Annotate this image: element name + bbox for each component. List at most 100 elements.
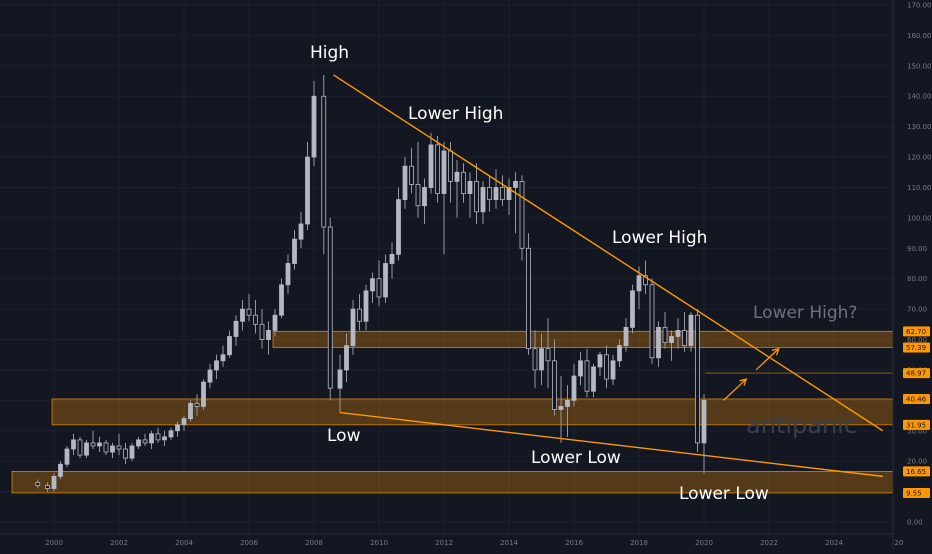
candle-body [467,180,473,194]
y-tick-label: 150.00 [907,62,932,70]
y-tick-label: 160.00 [907,32,932,40]
candle-body [51,475,57,489]
candle-body [480,187,486,213]
candle-body [123,448,128,459]
candle-body [90,442,96,447]
candle-body [110,445,115,453]
candle-body [565,399,570,407]
candle-body [597,354,603,368]
level-label-bg [903,419,930,430]
level-label-bg [903,393,930,404]
candle-body [396,199,401,255]
candle-body [428,144,434,188]
candle-body [97,442,102,447]
y-tick-label: 140.00 [907,93,932,101]
candle-body [45,485,50,489]
y-tick-label: 30.00 [907,427,927,435]
candle-body [253,314,258,325]
candle-body [298,223,304,240]
level-label: 40.46 [906,395,927,403]
level-label-bg [903,466,930,477]
arrow-shaft [755,348,780,371]
candle-body [701,399,707,444]
candle-body [441,150,447,194]
candle-body [129,445,135,459]
zone [272,330,894,348]
candle-body [584,360,590,392]
candle-body [474,180,479,213]
candle-body [337,369,343,389]
candle-body [266,330,271,340]
candle-body [35,482,41,486]
x-tick-label: 2010 [370,539,388,547]
annotation-lower-high-question: Lower High? [753,303,857,323]
candle-body [415,184,421,207]
candle-body [233,320,239,337]
level-label-bg [903,342,930,353]
candle-body [103,442,109,453]
candle-body [532,348,538,371]
y-tick-label: 70.00 [907,306,927,314]
level-label: 31.95 [906,421,926,429]
time-axis[interactable]: 2000 2002 2004 2006 2008 2010 2012 2014 2016 2018… [0,533,904,547]
arrow-head [771,347,780,356]
candle-body [571,375,577,401]
candle-body [688,314,694,347]
arrow-shaft [723,378,747,401]
candle-body [350,308,356,347]
y-tick-label: 120.00 [907,154,932,162]
candle-body [461,171,466,194]
candle-body [188,402,193,419]
y-tick-label: 20.00 [907,458,927,466]
trendline [333,74,884,432]
candle-body [292,238,297,264]
candle-body [321,95,327,228]
candle-body [610,360,616,380]
candle-body [58,463,63,477]
level-label-bg [903,326,930,337]
annotation-lower-high-1: Lower High [408,104,503,124]
candle-body [448,150,453,182]
price-axis[interactable]: 170.00 160.00 150.00 140.00 130.00 120.00 110.… [892,0,932,550]
candles [35,74,707,492]
level-label: 9.55 [906,489,922,497]
candle-body [604,354,609,380]
level-label: 48.97 [906,370,926,378]
candle-body [214,360,219,371]
price-level-labels: 62.70 57.39 48.97 40.46 31.95 16.65 9.55 [903,326,930,498]
x-tick-label: 2000 [45,539,63,547]
candle-body [305,156,310,225]
candle-body [454,171,460,182]
candle-body [116,445,122,450]
candle-body [422,187,427,207]
candle-body [539,348,544,371]
x-tick-label: 2014 [500,539,518,547]
candle-body [591,366,596,392]
candle-body [636,275,642,292]
candle-body [649,284,655,359]
y-tick-label: 100.00 [907,214,932,222]
watermark: antipanic [746,411,857,439]
y-tick-label: 60.00 [907,336,927,344]
candle-body [662,326,668,343]
candle-body [136,439,141,447]
candle-body [675,330,681,337]
candle-body [578,360,583,377]
candle-body [220,354,226,362]
y-tick-label: 110.00 [907,184,932,192]
level-label: 57.39 [906,344,926,352]
x-tick-label: 2018 [630,539,648,547]
candle-body [376,278,382,298]
support-resistance-zones [11,330,894,494]
candle-body [272,314,278,331]
candle-body [500,187,505,201]
candle-body [327,226,333,389]
candle-body [240,308,245,322]
candle-body [162,436,167,441]
candle-body [207,369,213,383]
x-tick-label: 2016 [565,539,583,547]
candle-body [344,345,349,371]
x-tick-label: 20 [895,539,904,547]
